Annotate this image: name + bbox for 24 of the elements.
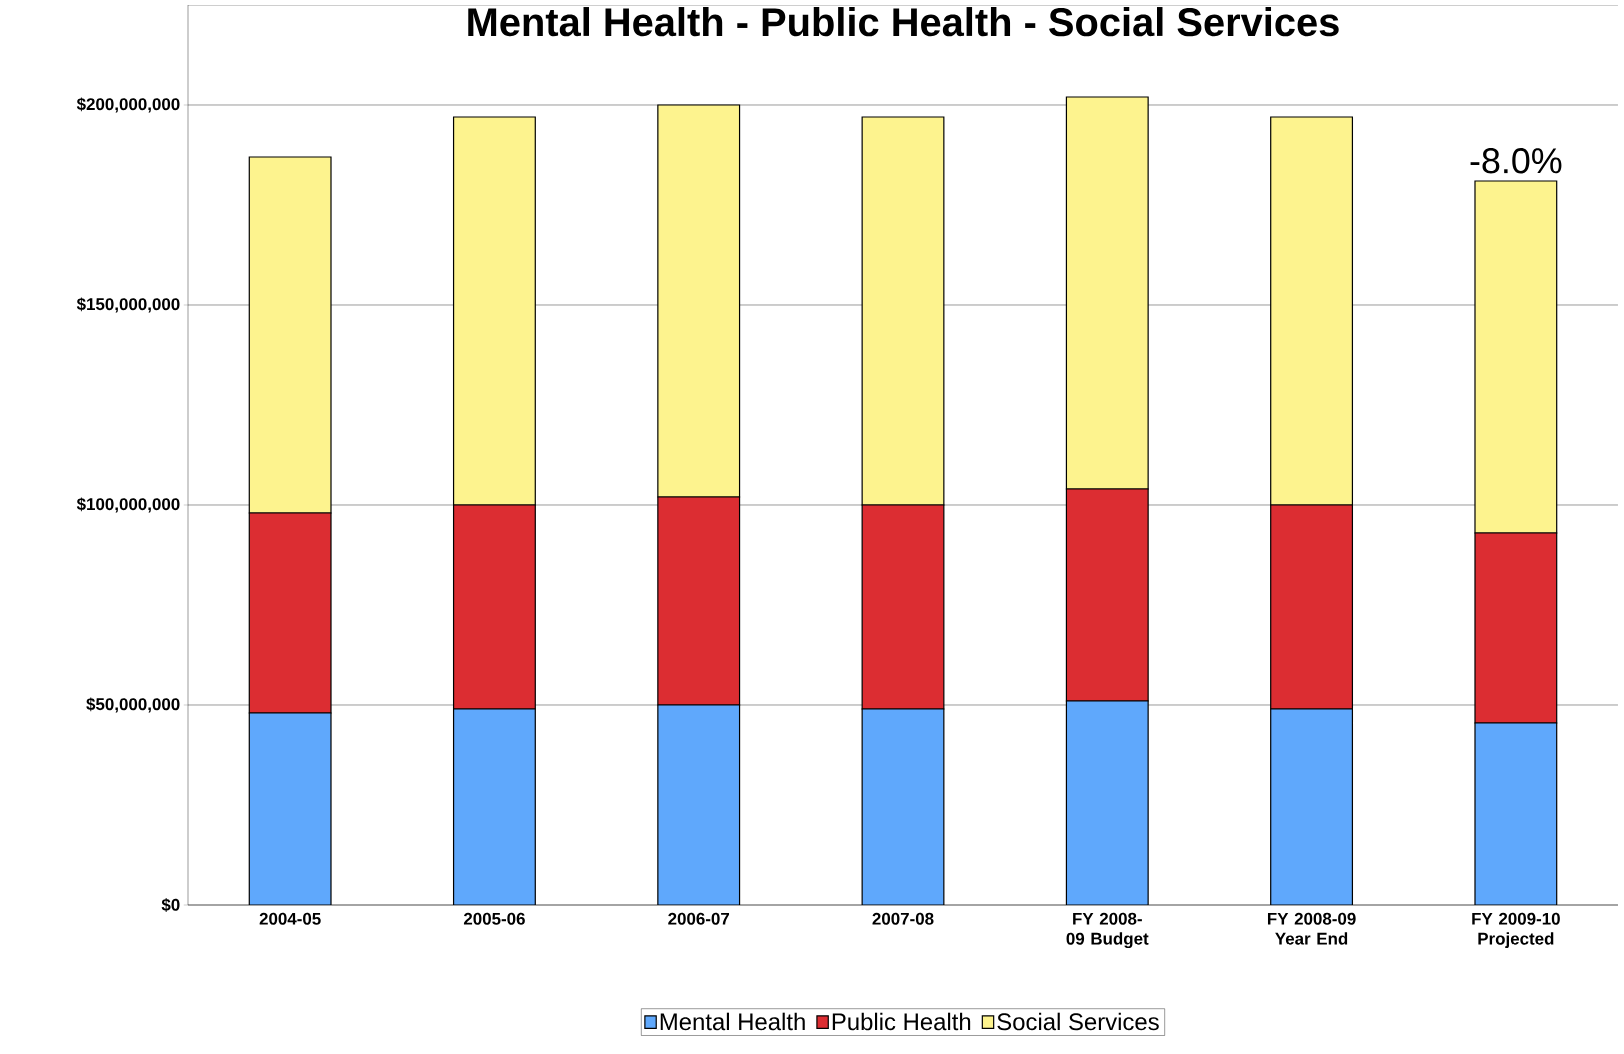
legend-label: Mental Health [660,1012,805,1031]
x-tick-label: 2006-07 [668,912,730,925]
bar [1474,722,1558,905]
bar [657,704,741,905]
x-tick-label: 2005-06 [463,912,525,925]
chart-title: Mental Health - Public Health - Social Services [468,7,1339,37]
x-tick-label: FY 2009-10 Projected [1472,912,1560,949]
bar [1065,700,1149,905]
bar [861,708,945,905]
y-tick-label: $150,000,000 [76,297,180,313]
y-tick-label: $0 [161,898,180,912]
x-tick-label: 2004-05 [259,912,321,925]
bar [452,708,536,905]
x-tick-label: 2007-08 [872,912,934,925]
y-tick-label: $50,000,000 [86,697,180,713]
bar [1270,708,1354,905]
y-tick-label: $200,000,000 [76,97,180,113]
x-tick-label: FY 2008-09 Budget [1066,912,1149,949]
y-tick-label: $100,000,000 [76,497,180,513]
x-tick-label: FY 2008-09 Year End [1267,912,1356,945]
legend-label: Public Health [832,1012,971,1031]
annotation: -8.0% [1470,148,1562,174]
bar [248,712,332,905]
legend-label: Social Services [997,1012,1159,1031]
